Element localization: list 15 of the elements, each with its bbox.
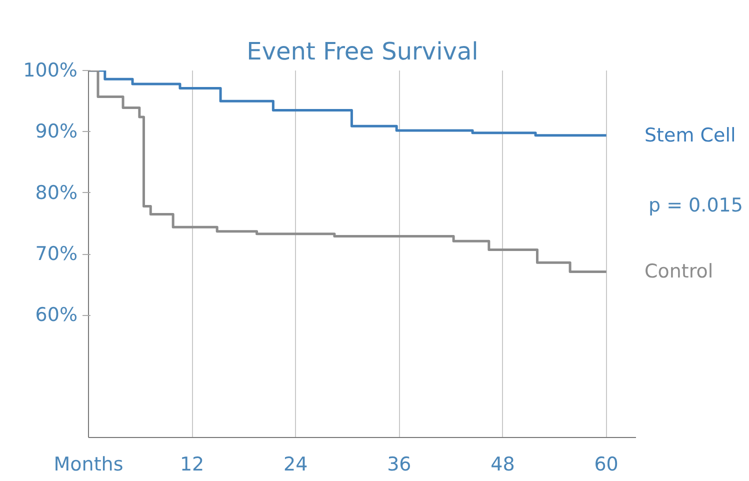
- text: Control: [644, 260, 714, 283]
- x-tick-label: 24: [284, 454, 308, 476]
- text: p = 0.015: [648, 194, 743, 216]
- y-tick-label: 70%: [35, 243, 78, 265]
- y-tick-label: 60%: [35, 304, 78, 326]
- x-tick-label: Months: [54, 454, 124, 476]
- x-tick-label: 36: [387, 454, 412, 476]
- text: Stem Cell: [644, 124, 736, 146]
- chart-title: Event Free Survival: [246, 38, 478, 66]
- y-tick-label: 80%: [35, 182, 78, 204]
- y-tick-label: 100%: [23, 60, 78, 82]
- x-tick-label: 60: [594, 454, 618, 476]
- y-tick-label: 90%: [35, 120, 78, 143]
- x-tick-label: 12: [180, 454, 204, 476]
- x-tick-label: 48: [490, 454, 515, 476]
